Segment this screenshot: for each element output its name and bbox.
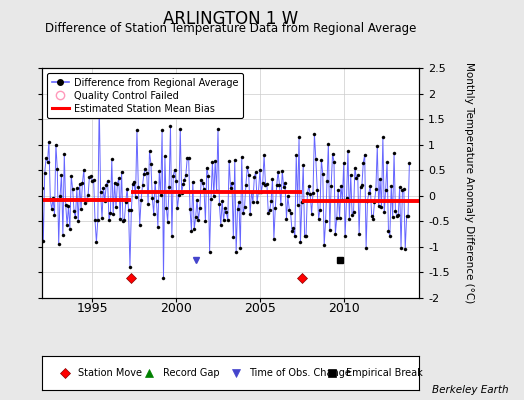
Text: 2000: 2000 [160,302,192,314]
Text: Station Move: Station Move [78,368,142,378]
Text: 2005: 2005 [244,302,276,314]
Text: 1995: 1995 [77,302,108,314]
Text: Berkeley Earth: Berkeley Earth [432,385,508,395]
Text: Time of Obs. Change: Time of Obs. Change [249,368,351,378]
Y-axis label: Monthly Temperature Anomaly Difference (°C): Monthly Temperature Anomaly Difference (… [464,62,474,304]
Legend: Difference from Regional Average, Quality Control Failed, Estimated Station Mean: Difference from Regional Average, Qualit… [47,73,243,118]
Text: Empirical Break: Empirical Break [346,368,422,378]
Text: 2010: 2010 [328,302,359,314]
Text: Difference of Station Temperature Data from Regional Average: Difference of Station Temperature Data f… [45,22,416,35]
Text: ARLINGTON 1 W: ARLINGTON 1 W [163,10,298,28]
Text: Record Gap: Record Gap [162,368,219,378]
